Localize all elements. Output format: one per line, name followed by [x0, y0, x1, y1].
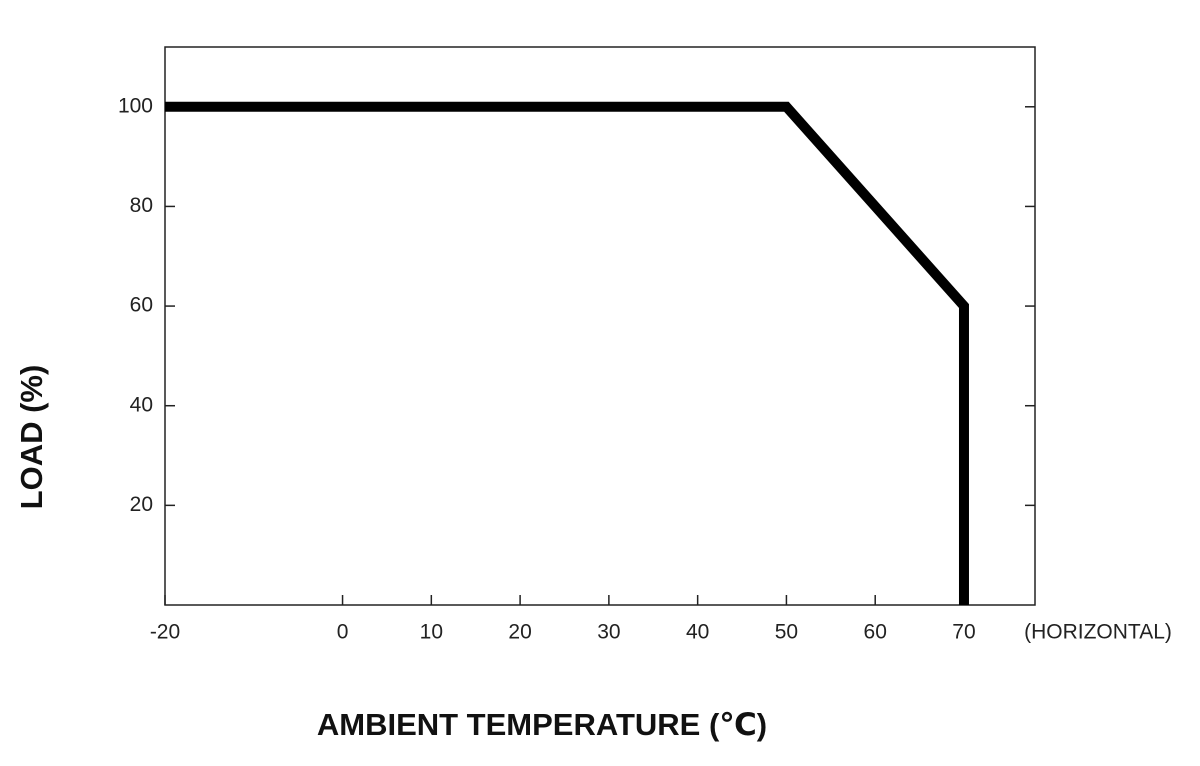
x-tick-label: -20	[150, 621, 180, 644]
x-tick-label: 60	[864, 621, 887, 644]
y-tick-label: 80	[130, 194, 153, 217]
x-axis-title: AMBIENT TEMPERATURE (℃)	[317, 707, 767, 742]
annotation: (HORIZONTAL)	[1024, 621, 1172, 644]
y-tick-label: 20	[130, 493, 153, 516]
data-line	[165, 101, 969, 605]
plot-frame	[164, 46, 1036, 606]
x-tick-label: 0	[337, 621, 349, 644]
x-tick-label: 30	[597, 621, 620, 644]
x-tick-label: 10	[420, 621, 443, 644]
y-axis-title: LOAD (%)	[14, 365, 49, 510]
y-tick-label: 100	[118, 94, 153, 117]
x-tick-label: 50	[775, 621, 798, 644]
x-tick-label: 70	[952, 621, 975, 644]
x-tick-label: 40	[686, 621, 709, 644]
y-tick-label: 60	[130, 294, 153, 317]
x-tick-label: 20	[508, 621, 531, 644]
y-tick-label: 40	[130, 393, 153, 416]
